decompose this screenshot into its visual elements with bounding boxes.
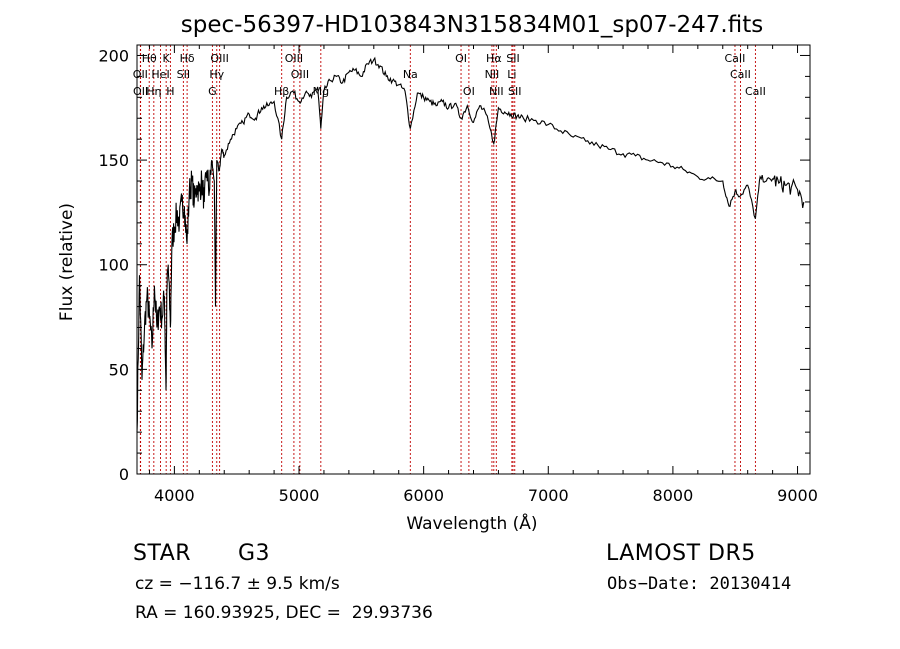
x-tick-label: 9000 — [777, 486, 818, 505]
line-label: Li — [507, 68, 516, 81]
line-label: NII — [489, 85, 504, 98]
y-axis-label: Flux (relative) — [57, 203, 77, 321]
redshift-text: cz = −116.7 ± 9.5 km/s — [135, 574, 340, 594]
y-tick-label: 150 — [98, 151, 129, 170]
line-label: Hβ — [274, 85, 289, 98]
x-tick-label: 4000 — [154, 486, 195, 505]
x-tick-label: 7000 — [528, 486, 569, 505]
line-marker-group — [139, 45, 756, 474]
object-class: STAR — [133, 541, 192, 566]
y-tick-label: 100 — [98, 256, 129, 275]
line-label: SII — [506, 52, 519, 65]
line-label: OIII — [285, 52, 303, 65]
line-label: CaII — [730, 68, 751, 81]
line-label-group: Hθ K Hδ OIII OIII OI Hα SII CaII OII HeI SII Hγ OIII N… — [133, 52, 766, 98]
line-label: Hγ — [209, 68, 224, 81]
line-label: OI — [463, 85, 475, 98]
plot-frame — [136, 44, 811, 475]
line-label: OII — [133, 68, 148, 81]
coordinates-text: RA = 160.93925, DEC = 29.93736 — [135, 603, 433, 623]
line-label: Hθ — [142, 52, 157, 65]
y-tick-label: 50 — [109, 360, 129, 379]
line-label: Hδ — [180, 52, 195, 65]
line-label: OIII — [291, 68, 309, 81]
line-label: Hα — [486, 52, 502, 65]
axis-ticks: 4000 5000 6000 7000 8000 9000 0 50 100 150 200 — [98, 45, 818, 505]
line-label: NII — [485, 68, 500, 81]
line-label: SII — [508, 85, 521, 98]
line-label: CaII — [745, 85, 766, 98]
line-label: SII — [177, 68, 190, 81]
line-label: K — [163, 52, 171, 65]
y-tick-label: 200 — [98, 46, 129, 65]
line-label: Hη — [146, 85, 161, 98]
line-label: Na — [403, 68, 418, 81]
line-label: CaII — [725, 52, 746, 65]
chart-title: spec-56397-HD103843N315834M01_sp07-247.f… — [181, 12, 763, 38]
line-label: OI — [455, 52, 467, 65]
x-tick-label: 8000 — [653, 486, 694, 505]
observation-date: Obs−Date: 20130414 — [607, 574, 792, 594]
x-tick-label: 6000 — [403, 486, 444, 505]
x-axis-label: Wavelength (Å) — [406, 512, 537, 534]
object-subclass: G3 — [238, 541, 271, 566]
spectrum-line — [136, 56, 805, 433]
survey-name: LAMOST DR5 — [606, 541, 756, 566]
y-tick-label: 0 — [119, 465, 129, 484]
line-label: OIII — [210, 52, 228, 65]
line-label: HeI — [151, 68, 169, 81]
line-label: H — [166, 85, 174, 98]
line-label: G — [208, 85, 217, 98]
x-tick-label: 5000 — [279, 486, 320, 505]
